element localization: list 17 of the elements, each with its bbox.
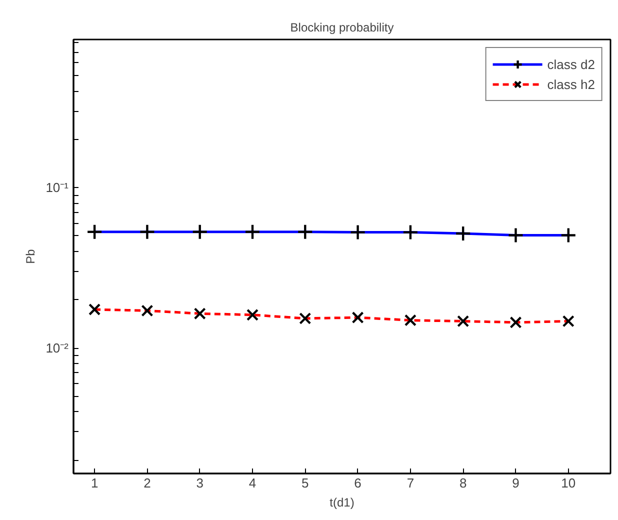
- legend-label: class d2: [547, 56, 595, 72]
- x-tick-label: 6: [354, 476, 362, 490]
- x-tick-label: 4: [248, 476, 256, 490]
- x-tick-label: 1: [90, 476, 98, 490]
- x-tick-label: 7: [406, 476, 414, 490]
- y-tick-label: 10⁻¹: [46, 180, 70, 196]
- y-axis-title: Pb: [24, 248, 38, 264]
- x-tick-label: 2: [144, 476, 151, 490]
- x-axis-title: t(d1): [330, 496, 354, 510]
- y-tick-label: 10⁻²: [46, 340, 70, 356]
- legend-label: class h2: [547, 76, 595, 92]
- x-tick-label: 10: [561, 476, 576, 490]
- x-tick-label: 3: [196, 476, 204, 490]
- chart-title: Blocking probability: [290, 20, 394, 34]
- x-tick-label: 9: [512, 476, 520, 490]
- x-tick-label: 5: [302, 476, 309, 490]
- x-tick-label: 8: [459, 476, 467, 490]
